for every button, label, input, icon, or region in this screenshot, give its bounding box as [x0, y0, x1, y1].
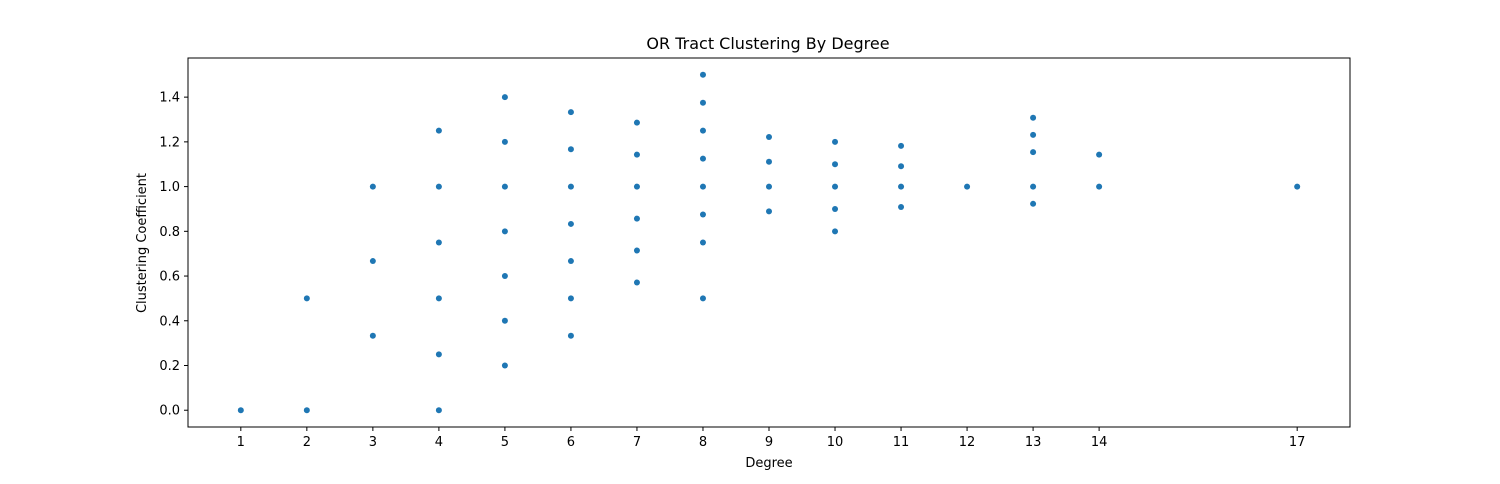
data-point	[766, 208, 772, 215]
data-point	[832, 183, 839, 190]
chart-title: OR Tract Clustering By Degree	[646, 34, 889, 53]
data-point	[501, 362, 508, 369]
data-point	[832, 205, 839, 212]
data-point	[567, 183, 574, 190]
x-tick-label: 17	[1289, 435, 1306, 450]
x-tick-label: 10	[827, 435, 844, 450]
data-point	[832, 138, 839, 145]
data-point	[898, 183, 905, 190]
y-tick-label: 1.4	[159, 91, 180, 106]
x-tick-label: 12	[959, 435, 976, 450]
data-point	[567, 332, 574, 339]
data-point	[964, 183, 971, 190]
data-point	[567, 146, 574, 153]
y-tick-label: 0.0	[159, 404, 180, 419]
x-tick-label: 13	[1025, 435, 1042, 450]
data-point	[1096, 183, 1103, 190]
x-tick-label: 4	[435, 435, 443, 450]
data-point	[501, 317, 508, 324]
data-point	[501, 94, 508, 101]
y-tick-label: 0.6	[159, 270, 180, 285]
data-point	[699, 99, 706, 106]
data-point	[435, 407, 442, 414]
data-point	[1030, 200, 1037, 207]
y-axis: 0.0 0.2 0.4 0.6 0.8 1.0 1.2 1.4	[159, 91, 188, 419]
data-point	[898, 203, 905, 210]
data-point	[435, 127, 442, 134]
data-point	[1030, 183, 1037, 190]
data-point	[633, 279, 640, 286]
data-points	[237, 71, 1301, 414]
x-tick-label: 3	[369, 435, 377, 450]
data-point	[567, 295, 574, 302]
data-point	[303, 407, 310, 414]
data-point	[766, 133, 772, 140]
x-tick-label: 9	[765, 435, 773, 450]
x-axis: 1 2 3 4 5 6 7 8 9 10 11 12 13 14 17	[237, 427, 1306, 450]
data-point	[567, 258, 574, 265]
data-point	[1030, 131, 1037, 138]
data-point	[567, 220, 574, 227]
x-tick-label: 11	[893, 435, 910, 450]
data-point	[832, 161, 839, 168]
data-point	[699, 211, 706, 218]
data-point	[1030, 114, 1037, 121]
data-point	[369, 183, 376, 190]
data-point	[699, 155, 706, 162]
plot-area	[187, 57, 1351, 428]
y-tick-label: 0.2	[159, 359, 180, 374]
y-tick-label: 1.0	[159, 180, 180, 195]
data-point	[699, 127, 706, 134]
x-tick-label: 1	[237, 435, 245, 450]
data-point	[567, 109, 574, 116]
data-point	[501, 228, 508, 235]
data-point	[435, 295, 442, 302]
data-point	[435, 351, 442, 358]
data-point	[699, 71, 706, 78]
data-point	[501, 183, 508, 190]
data-point	[1030, 149, 1037, 156]
data-point	[237, 407, 244, 414]
data-point	[699, 183, 706, 190]
data-point	[1096, 151, 1103, 158]
x-tick-label: 7	[633, 435, 641, 450]
data-point	[633, 215, 640, 222]
x-tick-label: 5	[501, 435, 509, 450]
data-point	[435, 239, 442, 246]
data-point	[633, 151, 640, 158]
data-point	[1294, 183, 1301, 190]
data-point	[369, 332, 376, 339]
x-tick-label: 14	[1091, 435, 1108, 450]
data-point	[501, 138, 508, 145]
data-point	[832, 228, 839, 235]
y-tick-label: 0.8	[159, 225, 180, 240]
data-point	[303, 295, 310, 302]
data-point	[435, 183, 442, 190]
data-point	[766, 158, 772, 165]
x-axis-label: Degree	[745, 456, 792, 471]
data-point	[633, 119, 640, 126]
data-point	[699, 239, 706, 246]
data-point	[633, 247, 640, 254]
data-point	[699, 295, 706, 302]
data-point	[501, 273, 508, 280]
y-tick-label: 0.4	[159, 314, 180, 329]
x-tick-label: 8	[699, 435, 707, 450]
x-tick-label: 6	[567, 435, 575, 450]
x-tick-label: 2	[303, 435, 311, 450]
data-point	[898, 142, 905, 149]
y-axis-label: Clustering Coefficient	[135, 173, 150, 313]
data-point	[766, 183, 772, 190]
data-point	[633, 183, 640, 190]
data-point	[898, 163, 905, 170]
data-point	[369, 258, 376, 265]
y-tick-label: 1.2	[159, 135, 180, 150]
